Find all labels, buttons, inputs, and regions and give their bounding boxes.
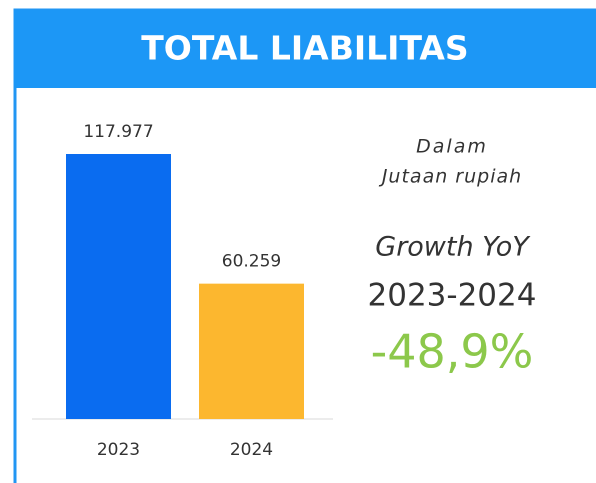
unit-note: Dalam (416, 136, 488, 158)
x-tick-label: 2024 (230, 440, 273, 460)
growth-value: -48,9% (371, 325, 534, 379)
unit-note: Jutaan rupiah (378, 166, 522, 188)
x-tick-label: 2023 (97, 440, 140, 460)
value-label: 117.977 (83, 122, 153, 142)
growth-period: 2023-2024 (368, 278, 537, 314)
value-label: 60.259 (222, 252, 281, 272)
growth-label: Growth YoY (375, 232, 531, 263)
chart-title: TOTAL LIABILITAS (141, 29, 468, 68)
bar (199, 283, 304, 419)
header (14, 10, 596, 88)
bar (66, 154, 171, 419)
